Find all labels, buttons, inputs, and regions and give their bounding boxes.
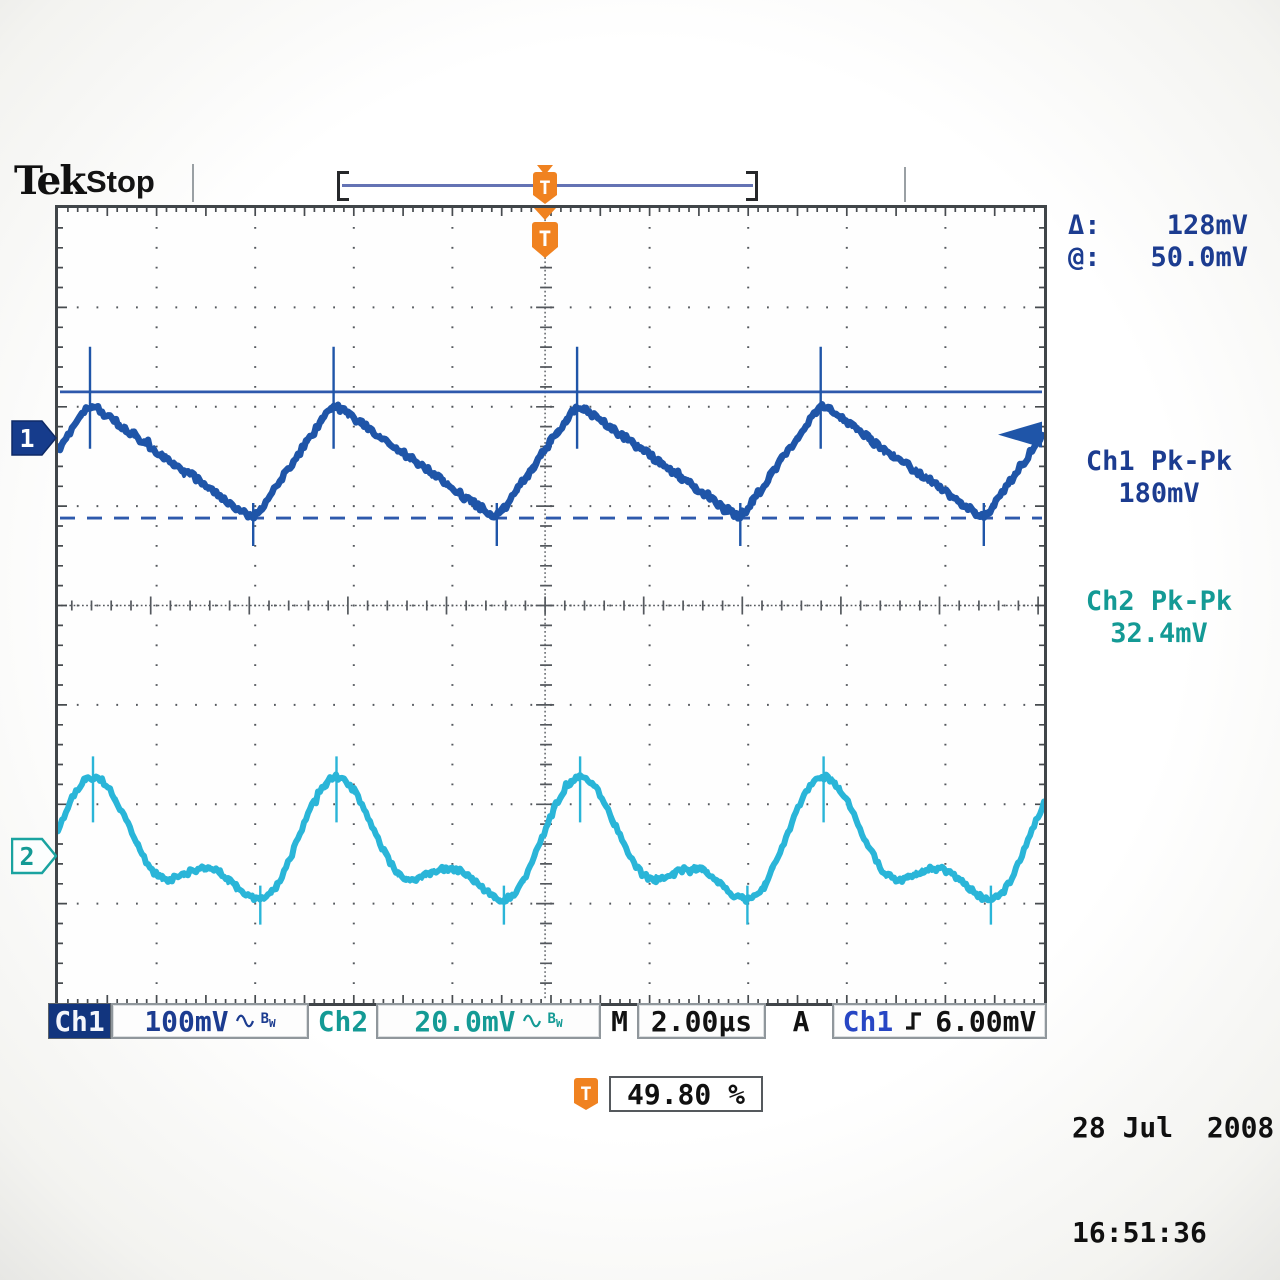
ch2-marker-label: 2 bbox=[19, 842, 34, 871]
ac-coupling-icon bbox=[235, 1014, 254, 1028]
trigger-source: Ch1 bbox=[842, 1004, 894, 1038]
ch2-scale-readout: 20.0mV BW bbox=[376, 1003, 601, 1039]
bracket-left bbox=[337, 171, 349, 201]
bracket-right bbox=[746, 171, 758, 201]
acquisition-status: Stop bbox=[86, 164, 155, 199]
trigger-position-marker-screen: T bbox=[530, 208, 560, 265]
ac-coupling-icon bbox=[522, 1014, 541, 1028]
header-divider-2 bbox=[904, 167, 906, 202]
trigger-arrow-down-icon bbox=[534, 208, 556, 220]
trigger-flag-label: T bbox=[580, 1083, 591, 1105]
bandwidth-limit-icon: BW bbox=[260, 1010, 276, 1030]
ch1-position-marker: 1 bbox=[11, 419, 57, 457]
trigger-flag-icon bbox=[532, 222, 558, 258]
trigger-arrow-down-icon bbox=[537, 165, 553, 175]
ch1-measurement-value: 180mV bbox=[1118, 478, 1200, 509]
ch2-measurement: Ch2 Pk-Pk 32.4mV bbox=[1060, 586, 1258, 650]
ch2-scale-label: Ch2 bbox=[317, 1004, 369, 1038]
trigger-flag-icon bbox=[533, 172, 557, 204]
header-divider bbox=[192, 164, 194, 202]
timebase-label: M bbox=[611, 1004, 628, 1038]
ch1-scale-readout: 100mV BW bbox=[111, 1003, 309, 1039]
ch1-measurement-label: Ch1 Pk-Pk bbox=[1085, 446, 1233, 477]
ch1-measurement: Ch1 Pk-Pk 180mV bbox=[1060, 446, 1258, 510]
ch1-marker-label: 1 bbox=[19, 424, 34, 453]
timebase-readout: 2.00µs bbox=[637, 1003, 766, 1039]
ch2-measurement-value: 32.4mV bbox=[1110, 618, 1208, 649]
trigger-position-readout: T 49.80 % bbox=[573, 1076, 763, 1112]
delta-label: Δ: bbox=[1068, 210, 1101, 241]
trigger-flag-label: T bbox=[539, 227, 552, 251]
cursor-readout: Δ: 128mV @: 50.0mV bbox=[1068, 210, 1248, 274]
ch1-scale-badge: Ch1 bbox=[48, 1003, 111, 1039]
ch2-position-marker: 2 bbox=[10, 837, 58, 875]
date: 28 Jul 2008 bbox=[1072, 1111, 1275, 1144]
datetime: 28 Jul 2008 16:51:36 bbox=[1072, 1040, 1274, 1280]
trigger-readout: Ch1 6.00mV bbox=[832, 1003, 1047, 1039]
trigger-flag-label: T bbox=[539, 177, 550, 199]
trigger-group-label: A bbox=[792, 1004, 810, 1038]
at-label: @: bbox=[1068, 242, 1101, 273]
trigger-position-marker-top: T bbox=[531, 165, 559, 216]
time: 16:51:36 bbox=[1072, 1216, 1207, 1249]
trigger-flag-icon: T bbox=[574, 1078, 598, 1110]
bandwidth-limit-icon: BW bbox=[547, 1010, 563, 1030]
at-value: 50.0mV bbox=[1150, 242, 1248, 273]
graticule bbox=[55, 205, 1047, 1006]
rising-edge-icon bbox=[906, 1012, 922, 1030]
trigger-level: 6.00mV bbox=[935, 1004, 1037, 1038]
tek-logo: Tek bbox=[14, 158, 86, 204]
delta-value: 128mV bbox=[1166, 210, 1248, 241]
ch1-scale-value: 100mV bbox=[144, 1004, 229, 1038]
trigger-position-value: 49.80 % bbox=[609, 1076, 763, 1112]
ch2-measurement-label: Ch2 Pk-Pk bbox=[1085, 586, 1233, 617]
ch2-scale-value: 20.0mV bbox=[414, 1004, 516, 1038]
